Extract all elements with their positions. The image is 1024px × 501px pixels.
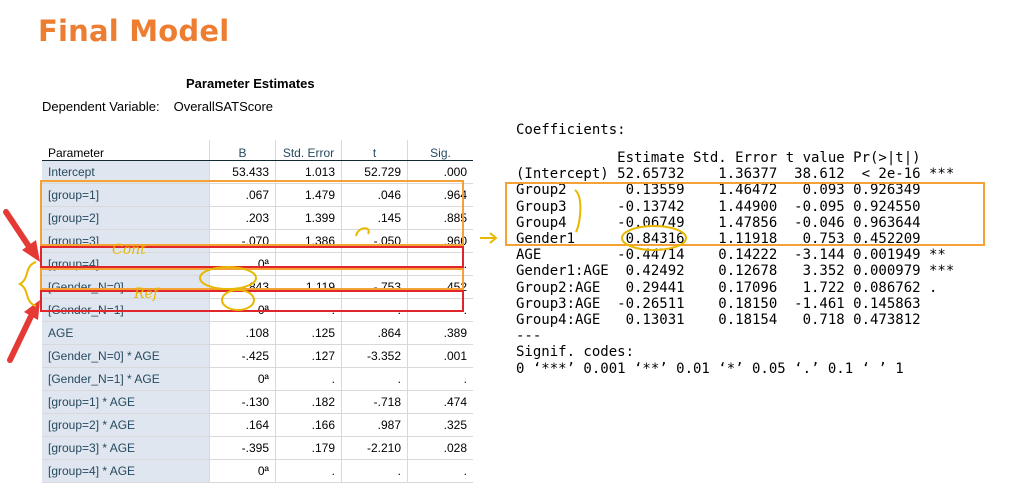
value-cell: .127 [275, 344, 342, 368]
value-cell: .203 [209, 206, 276, 230]
handwritten-cont-note: Cont [112, 242, 146, 258]
table-row: Intercept 53.433 1.013 52.729.000 [42, 160, 473, 184]
table-row: [group=3] * AGE -.395.179 -2.210.028 [42, 436, 473, 460]
column-header: Std. Error [275, 140, 342, 161]
value-cell: .325 [407, 413, 473, 437]
table-header-row: Parameter B Std. Error t Sig. [42, 140, 473, 161]
value-cell: .179 [275, 436, 342, 460]
r-output-line: AGE -0.44714 0.14222 -3.144 0.001949 ** [516, 247, 946, 264]
value-cell: . [275, 459, 342, 483]
r-output-line: Signif. codes: [516, 344, 635, 361]
value-cell: . [275, 367, 342, 391]
value-cell: -.425 [209, 344, 276, 368]
table-row: AGE .108.125.864.389 [42, 321, 473, 345]
value-cell: .885 [407, 206, 473, 230]
spss-gender0-highlight [40, 268, 464, 290]
r-output-line: Gender1:AGE 0.42492 0.12678 3.352 0.0009… [516, 263, 955, 280]
value-cell: .000 [407, 160, 473, 184]
value-cell: .964 [407, 183, 473, 207]
value-cell: 1.119 [275, 275, 342, 299]
r-output-line: Group2 0.13559 1.46472 0.093 0.926349 [516, 182, 921, 199]
value-cell: .164 [209, 413, 276, 437]
value-cell: .389 [407, 321, 473, 345]
arrow-right-icon [480, 232, 498, 244]
dependent-variable-line: Dependent Variable: OverallSATScore [42, 99, 273, 114]
value-cell: .864 [341, 321, 408, 345]
value-cell: .166 [275, 413, 342, 437]
value-cell: 53.433 [209, 160, 276, 184]
value-cell: -.718 [341, 390, 408, 414]
value-cell: -3.352 [341, 344, 408, 368]
value-cell: 1.013 [275, 160, 342, 184]
spss-table-title: Parameter Estimates [186, 76, 315, 91]
parameter-cell: [group=1] * AGE [42, 390, 210, 414]
spss-group4-reference-highlight [40, 246, 464, 268]
value-cell: .125 [275, 321, 342, 345]
brace-mark-icon [18, 261, 37, 307]
value-cell: .474 [407, 390, 473, 414]
r-output-line: Group2:AGE 0.29441 0.17096 1.722 0.08676… [516, 279, 938, 296]
value-cell: .182 [275, 390, 342, 414]
column-header: Parameter [42, 140, 210, 161]
parameter-cell: [Gender_N=1] * AGE [42, 367, 210, 391]
value-cell: . [275, 298, 342, 322]
slide-title: Final Model [38, 14, 230, 48]
r-output-line: --- [516, 328, 542, 345]
table-row: [group=2] * AGE .164.166.987.325 [42, 413, 473, 437]
table-row: [Gender_N=1] * AGE 0ª... [42, 367, 473, 391]
value-cell: .001 [407, 344, 473, 368]
dependent-variable-label: Dependent Variable: [42, 99, 160, 114]
value-cell: 1.399 [275, 206, 342, 230]
value-cell: -.395 [209, 436, 276, 460]
value-cell: . [407, 367, 473, 391]
table-row: [group=1] * AGE -.130.182 -.718.474 [42, 390, 473, 414]
spss-group-rows-highlight [40, 180, 464, 246]
parameter-cell: [group=2] [42, 206, 210, 230]
value-cell: . [341, 367, 408, 391]
r-output-line: (Intercept) 52.65732 1.36377 38.612 < 2e… [516, 166, 955, 183]
table-row: [group=2] .203 1.399.145.885 [42, 206, 473, 230]
dependent-variable-value: OverallSATScore [173, 99, 274, 114]
r-output-line: Group4 -0.06749 1.47856 -0.046 0.963644 [516, 214, 921, 231]
value-cell: 1.479 [275, 183, 342, 207]
handwritten-ref-note: Ref [134, 286, 159, 302]
r-output-header: Coefficients: [516, 122, 626, 138]
value-cell: 0ª [209, 367, 276, 391]
table-row: [group=1] .067 1.479.046.964 [42, 183, 473, 207]
value-cell: 52.729 [341, 160, 408, 184]
r-output-line: Group3 -0.13742 1.44900 -0.095 0.924550 [516, 198, 921, 215]
value-cell: .046 [341, 183, 408, 207]
parameter-cell: [group=2] * AGE [42, 413, 210, 437]
parameter-cell: [Gender_N=0] * AGE [42, 344, 210, 368]
r-output-line: Group4:AGE 0.13031 0.18154 0.718 0.47381… [516, 312, 921, 329]
parameter-cell: [group=1] [42, 183, 210, 207]
value-cell: -2.210 [341, 436, 408, 460]
parameter-cell: Intercept [42, 160, 210, 184]
value-cell: -.130 [209, 390, 276, 414]
value-cell: .987 [341, 413, 408, 437]
red-arrow-icon [7, 300, 40, 363]
r-group-gender-highlight [505, 182, 985, 246]
column-header: Sig. [407, 140, 473, 161]
red-arrow-icon [3, 209, 40, 262]
column-header: t [341, 140, 408, 161]
parameter-cell: [group=4] * AGE [42, 459, 210, 483]
value-cell: .067 [209, 183, 276, 207]
value-cell: . [407, 459, 473, 483]
value-cell: .028 [407, 436, 473, 460]
r-output-block: Estimate Std. Error t value Pr(>|t|) (Int… [516, 150, 954, 377]
parameter-cell: [group=3] * AGE [42, 436, 210, 460]
value-cell: 0ª [209, 459, 276, 483]
column-header: B [209, 140, 276, 161]
value-cell: .108 [209, 321, 276, 345]
r-output-line: Estimate Std. Error t value Pr(>|t|) [516, 150, 921, 166]
value-cell: .145 [341, 206, 408, 230]
parameter-cell: AGE [42, 321, 210, 345]
spss-gender1-reference-highlight [40, 290, 464, 312]
table-row: [Gender_N=0] * AGE -.425.127 -3.352.001 [42, 344, 473, 368]
r-output-line: Group3:AGE -0.26511 0.18150 -1.461 0.145… [516, 295, 921, 312]
r-output-line: 0 ‘***’ 0.001 ‘**’ 0.01 ‘*’ 0.05 ‘.’ 0.1… [516, 360, 904, 377]
table-row: [group=4] * AGE 0ª... [42, 459, 473, 483]
value-cell: . [341, 459, 408, 483]
